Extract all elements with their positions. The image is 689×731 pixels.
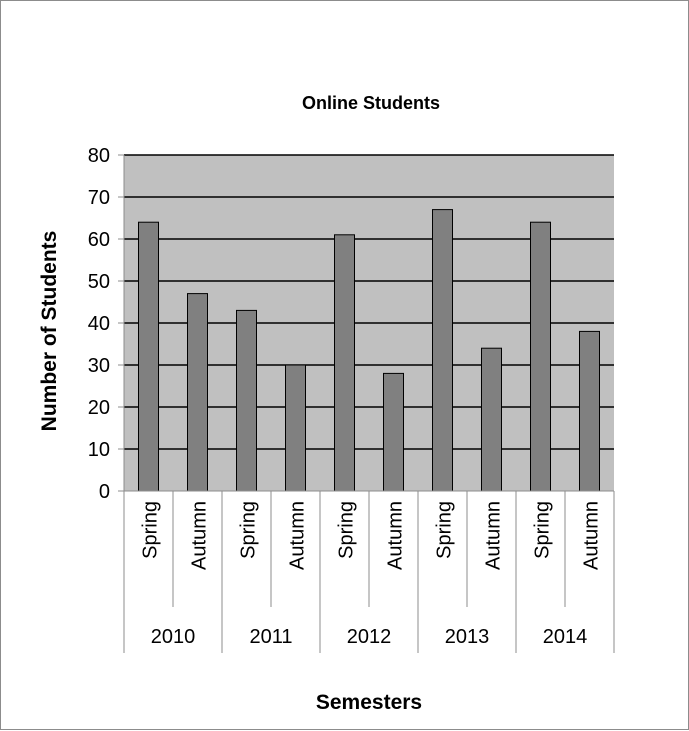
tick-labels: 0 10 20 30 40 50 60 70 80 Spring Autumn Spring Autum… xyxy=(88,145,603,648)
bar xyxy=(285,364,306,492)
y-tick-label: 70 xyxy=(88,187,110,209)
x-category-label: Spring xyxy=(532,501,554,559)
x-category-label: Autumn xyxy=(483,501,505,570)
bar xyxy=(236,309,257,492)
bar xyxy=(579,330,600,492)
axes xyxy=(123,155,615,653)
bar xyxy=(187,293,208,492)
x-category-label: Autumn xyxy=(189,501,211,570)
x-group-label: 2013 xyxy=(445,626,490,648)
y-tick-label: 40 xyxy=(88,313,110,335)
x-group-label: 2012 xyxy=(347,626,392,648)
bar xyxy=(530,221,551,492)
bar xyxy=(334,234,355,492)
x-category-label: Spring xyxy=(140,501,162,559)
bar xyxy=(138,221,159,492)
bar xyxy=(383,372,404,492)
x-group-label: 2014 xyxy=(543,626,588,648)
y-tick-label: 80 xyxy=(88,145,110,167)
x-category-label: Autumn xyxy=(581,501,603,570)
bar xyxy=(432,209,453,492)
y-tick-label: 30 xyxy=(88,355,110,377)
x-axis-title: Semesters xyxy=(316,691,422,714)
x-category-label: Autumn xyxy=(385,501,407,570)
bar xyxy=(481,347,502,492)
x-category-label: Spring xyxy=(238,501,260,559)
y-tick-label: 20 xyxy=(88,397,110,419)
x-group-label: 2010 xyxy=(151,626,196,648)
y-axis-title: Number of Students xyxy=(38,231,61,432)
x-category-label: Autumn xyxy=(287,501,309,570)
y-tick-label: 50 xyxy=(88,271,110,293)
x-category-label: Spring xyxy=(336,501,358,559)
y-tick-label: 0 xyxy=(99,481,110,503)
y-tick-label: 10 xyxy=(88,439,110,461)
x-category-label: Spring xyxy=(434,501,456,559)
x-group-label: 2011 xyxy=(249,626,292,648)
chart-title: Online Students xyxy=(302,93,440,113)
y-tick-label: 60 xyxy=(88,229,110,251)
